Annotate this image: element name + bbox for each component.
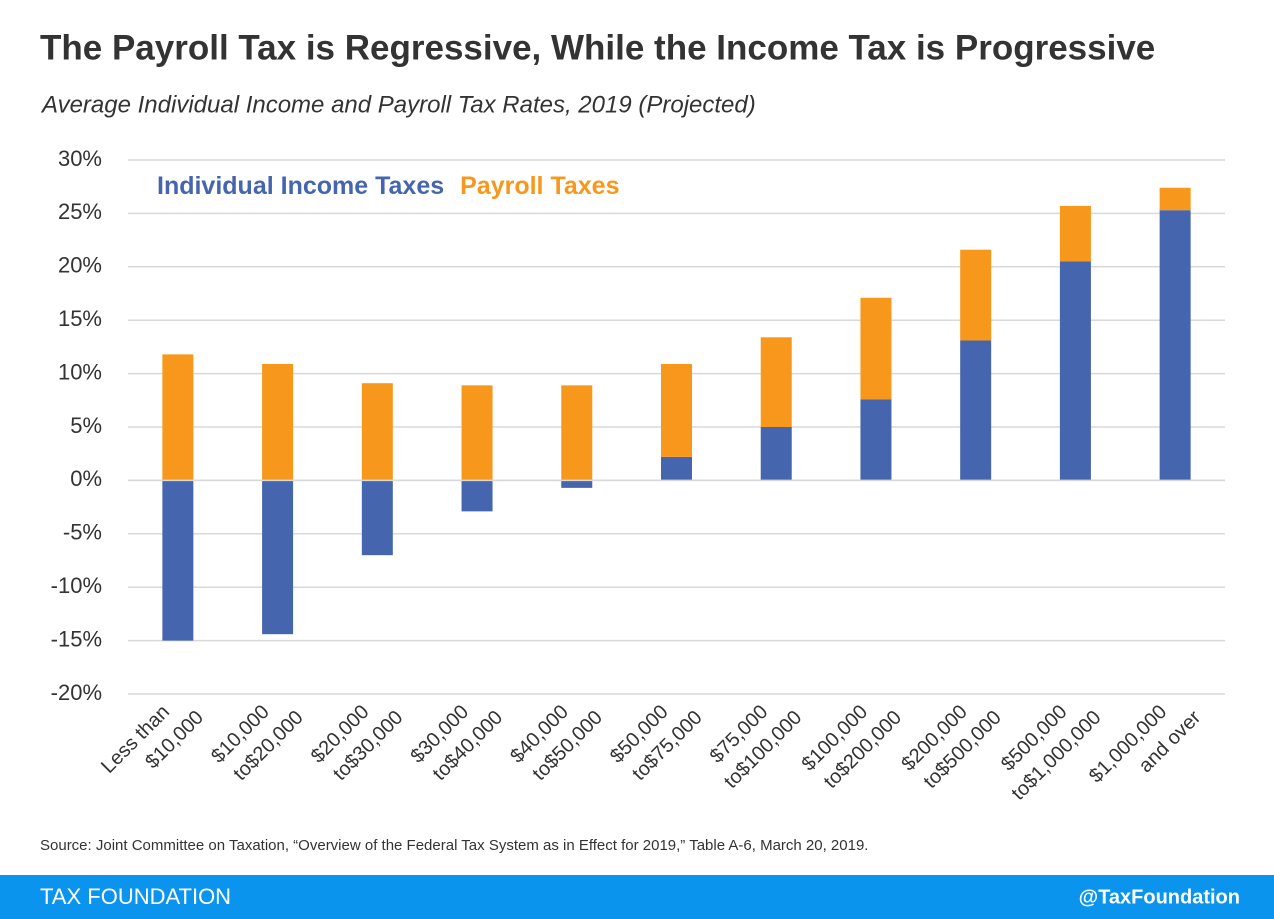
bar	[461, 480, 493, 512]
footer-bar	[0, 875, 1274, 919]
bar	[561, 385, 593, 481]
legend: Individual Income Taxes Payroll Taxes	[157, 172, 619, 200]
source-note: Source: Joint Committee on Taxation, “Ov…	[40, 837, 868, 854]
bar	[162, 354, 194, 481]
bar	[760, 337, 792, 427]
x-tick-label-group: Less than$10,000	[97, 701, 208, 778]
y-tick-label: 5%	[70, 413, 102, 438]
chart-title: The Payroll Tax is Regressive, While the…	[40, 28, 1155, 67]
bar	[361, 383, 393, 481]
bar	[262, 363, 294, 481]
bar	[661, 363, 692, 457]
y-tick-label: 15%	[58, 306, 102, 331]
y-tick-label: -20%	[51, 680, 102, 705]
bar	[1059, 261, 1091, 481]
y-tick-label: 25%	[58, 199, 102, 224]
chart-subtitle: Average Individual Income and Payroll Ta…	[40, 91, 756, 118]
y-tick-label: 10%	[58, 359, 102, 384]
bar	[661, 456, 692, 481]
bar	[361, 480, 393, 556]
legend-entry: Payroll Taxes	[460, 172, 619, 200]
bar	[262, 480, 294, 635]
bar	[960, 340, 992, 481]
bar	[1159, 187, 1191, 211]
bar	[561, 480, 593, 488]
y-tick-label: 30%	[58, 146, 102, 171]
bar	[162, 480, 194, 641]
legend-entry: Individual Income Taxes	[157, 172, 444, 200]
bar	[860, 297, 892, 400]
y-tick-label: 20%	[58, 253, 102, 278]
y-tick-label: 0%	[70, 466, 102, 491]
y-tick-label: -15%	[51, 626, 102, 651]
bar	[860, 399, 892, 481]
footer-brand: TAX FOUNDATION	[40, 884, 231, 909]
footer-handle: @TaxFoundation	[1079, 886, 1240, 908]
y-tick-label: -10%	[51, 573, 102, 598]
bar	[1159, 210, 1191, 481]
y-tick-label: -5%	[63, 520, 102, 545]
bar	[1059, 205, 1091, 262]
bar	[960, 249, 992, 341]
bar	[760, 427, 792, 481]
bar	[461, 385, 493, 481]
